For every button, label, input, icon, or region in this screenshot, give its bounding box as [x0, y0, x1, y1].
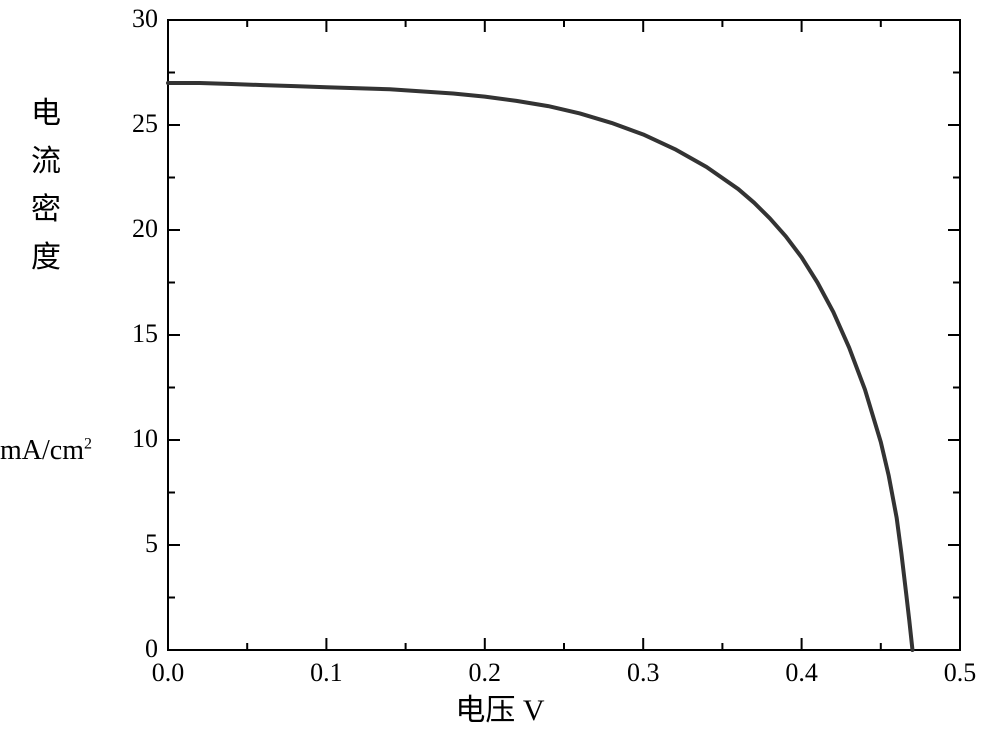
x-tick-label: 0.1: [296, 658, 356, 688]
x-axis-label: 电压 V: [0, 685, 1000, 729]
iv-curve-chart: 电流密度 mA/cm2 电压 V 0510152025300.00.10.20.…: [0, 0, 1000, 741]
y-axis-label-char: 密: [22, 186, 70, 234]
x-tick-label: 0.2: [455, 658, 515, 688]
y-tick-label: 10: [98, 424, 158, 454]
y-tick-label: 25: [98, 109, 158, 139]
y-axis-label-char: 流: [22, 138, 70, 186]
y-axis-label-char: 度: [22, 234, 70, 282]
y-axis-unit: mA/cm2: [0, 435, 90, 467]
y-axis-label-char: 电: [22, 90, 70, 138]
x-tick-label: 0.3: [613, 658, 673, 688]
y-tick-label: 20: [98, 214, 158, 244]
x-tick-label: 0.0: [138, 658, 198, 688]
x-tick-label: 0.4: [772, 658, 832, 688]
x-tick-label: 0.5: [930, 658, 990, 688]
y-tick-label: 15: [98, 319, 158, 349]
y-tick-label: 30: [98, 4, 158, 34]
y-tick-label: 5: [98, 529, 158, 559]
y-axis-label: 电流密度: [22, 90, 70, 282]
